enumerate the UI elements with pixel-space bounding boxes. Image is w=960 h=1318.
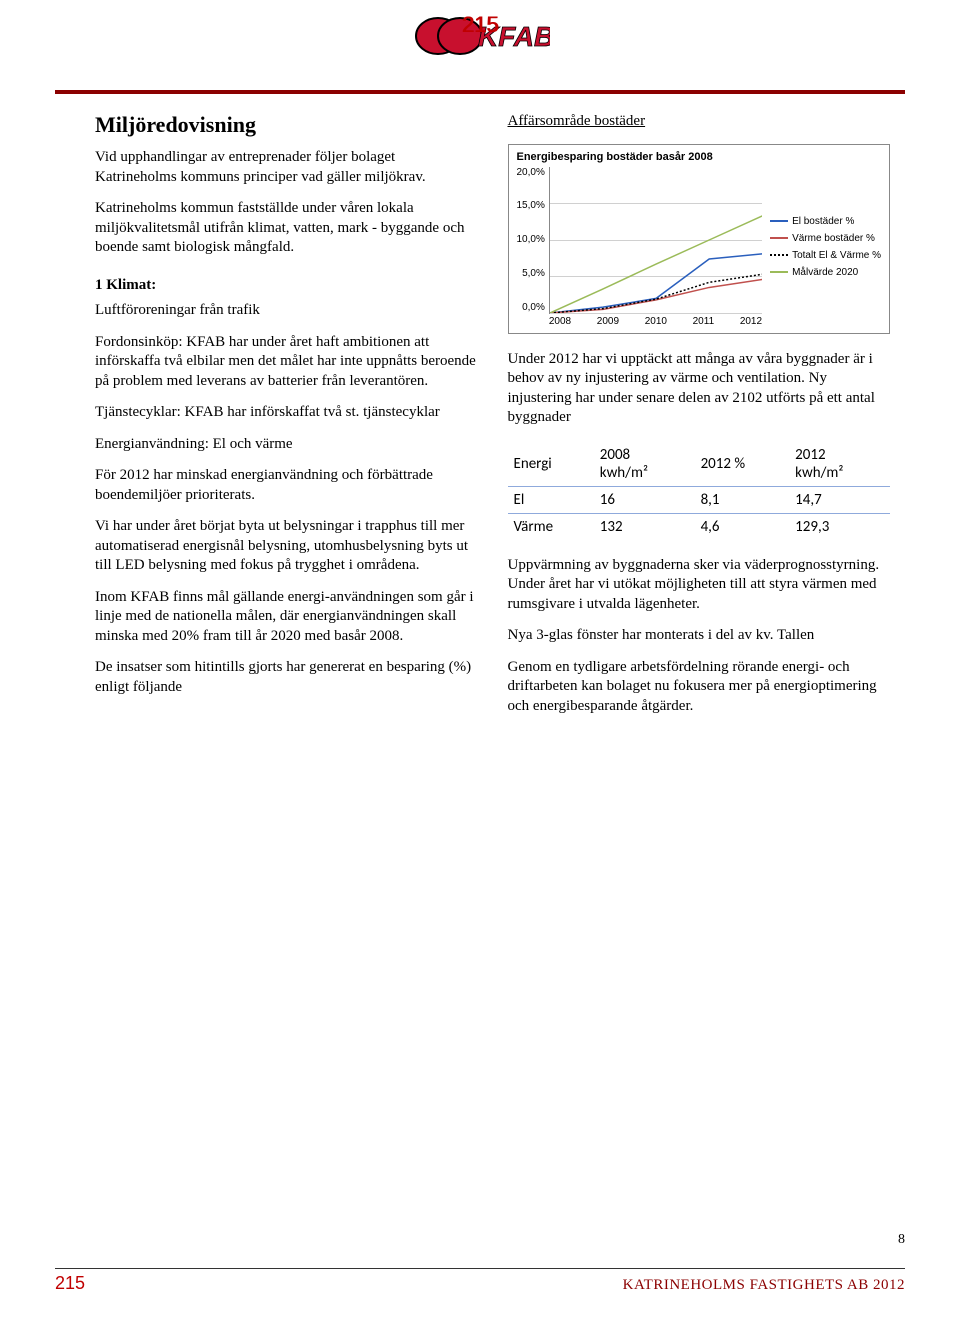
table-cell: 16 bbox=[594, 486, 695, 513]
legend-label: Målvärde 2020 bbox=[792, 267, 858, 278]
legend-item: Målvärde 2020 bbox=[770, 267, 881, 278]
paragraph: Tjänstecyklar: KFAB har införskaffat två… bbox=[95, 403, 478, 423]
paragraph: Vid upphandlingar av entreprenader följe… bbox=[95, 148, 478, 187]
chart-legend: El bostäder % Värme bostäder % Totalt El &… bbox=[762, 167, 881, 327]
klimat-heading: 1 Klimat: bbox=[95, 276, 478, 296]
paragraph: Fordonsinköp: KFAB har under året haft a… bbox=[95, 333, 478, 392]
chart-title: Energibesparing bostäder basår 2008 bbox=[517, 151, 882, 163]
right-column: Affärsområde bostäder Energibesparing bo… bbox=[508, 112, 891, 728]
energy-chart: Energibesparing bostäder basår 2008 20,0… bbox=[508, 144, 891, 334]
paragraph: Genom en tydligare arbetsfördelning röra… bbox=[508, 658, 891, 717]
left-column: Miljöredovisning Vid upphandlingar av en… bbox=[95, 112, 478, 728]
paragraph: Vi har under året börjat byta ut belysni… bbox=[95, 517, 478, 576]
table-header: Energi bbox=[508, 442, 594, 487]
chart-y-axis: 20,0% 15,0% 10,0% 5,0% 0,0% bbox=[517, 167, 549, 327]
paragraph: Inom KFAB finns mål gällande energi-anvä… bbox=[95, 588, 478, 647]
footer-rule bbox=[55, 1268, 905, 1269]
chart-x-axis: 2008 2009 2010 2011 2012 bbox=[549, 314, 762, 327]
paragraph: Uppvärmning av byggnaderna sker via väde… bbox=[508, 556, 891, 615]
table-cell: 14,7 bbox=[789, 486, 890, 513]
table-cell: 4,6 bbox=[695, 513, 790, 540]
chart-y-tick: 5,0% bbox=[517, 268, 545, 279]
table-cell: 129,3 bbox=[789, 513, 890, 540]
legend-label: Totalt El & Värme % bbox=[792, 250, 881, 261]
chart-x-tick: 2011 bbox=[693, 316, 715, 327]
paragraph: De insatser som hitintills gjorts har ge… bbox=[95, 658, 478, 697]
table-header: 2008kwh/m² bbox=[594, 442, 695, 487]
footer-company: KATRINEHOLMS FASTIGHETS AB 2012 bbox=[623, 1277, 905, 1294]
right-section-heading: Affärsområde bostäder bbox=[508, 112, 891, 132]
paragraph: Under 2012 har vi upptäckt att många av … bbox=[508, 350, 891, 428]
table-cell: Värme bbox=[508, 513, 594, 540]
table-cell: 132 bbox=[594, 513, 695, 540]
table-cell: 8,1 bbox=[695, 486, 790, 513]
paragraph: Energianvändning: El och värme bbox=[95, 435, 478, 455]
chart-gridline bbox=[550, 313, 762, 314]
page-number-top: 215 bbox=[462, 12, 499, 38]
chart-y-tick: 20,0% bbox=[517, 167, 545, 178]
paragraph: Nya 3-glas fönster har monterats i del a… bbox=[508, 626, 891, 646]
table-row: Värme1324,6129,3 bbox=[508, 513, 891, 540]
energy-table: Energi 2008kwh/m² 2012 % 2012kwh/m² El16… bbox=[508, 442, 891, 540]
header-area: KFAB 215 bbox=[0, 0, 960, 90]
page-number-footer: 215 bbox=[55, 1273, 85, 1294]
chart-series-line bbox=[550, 274, 762, 313]
table-cell: El bbox=[508, 486, 594, 513]
chart-y-tick: 10,0% bbox=[517, 234, 545, 245]
header-rule bbox=[55, 90, 905, 94]
paragraph: Katrineholms kommun fastställde under vå… bbox=[95, 199, 478, 258]
footer: 215 KATRINEHOLMS FASTIGHETS AB 2012 bbox=[0, 1268, 960, 1294]
legend-swatch bbox=[770, 220, 788, 222]
chart-series-line bbox=[550, 253, 762, 312]
legend-label: El bostäder % bbox=[792, 216, 854, 227]
legend-swatch bbox=[770, 254, 788, 256]
legend-swatch bbox=[770, 271, 788, 273]
legend-label: Värme bostäder % bbox=[792, 233, 875, 244]
chart-lines bbox=[550, 167, 762, 313]
paragraph: Luftföroreningar från trafik bbox=[95, 301, 478, 321]
table-header: 2012 % bbox=[695, 442, 790, 487]
legend-item: Totalt El & Värme % bbox=[770, 250, 881, 261]
page-number-body: 8 bbox=[898, 1232, 905, 1248]
chart-x-tick: 2008 bbox=[549, 316, 571, 327]
chart-series-line bbox=[550, 279, 762, 313]
legend-item: Värme bostäder % bbox=[770, 233, 881, 244]
table-row: El168,114,7 bbox=[508, 486, 891, 513]
chart-y-tick: 15,0% bbox=[517, 200, 545, 211]
section-title: Miljöredovisning bbox=[95, 112, 478, 138]
chart-plot-area bbox=[549, 167, 762, 314]
chart-x-tick: 2009 bbox=[597, 316, 619, 327]
chart-x-tick: 2012 bbox=[740, 316, 762, 327]
chart-x-tick: 2010 bbox=[645, 316, 667, 327]
legend-swatch bbox=[770, 237, 788, 239]
table-header: 2012kwh/m² bbox=[789, 442, 890, 487]
paragraph: För 2012 har minskad energianvändning oc… bbox=[95, 466, 478, 505]
legend-item: El bostäder % bbox=[770, 216, 881, 227]
chart-y-tick: 0,0% bbox=[517, 302, 545, 313]
